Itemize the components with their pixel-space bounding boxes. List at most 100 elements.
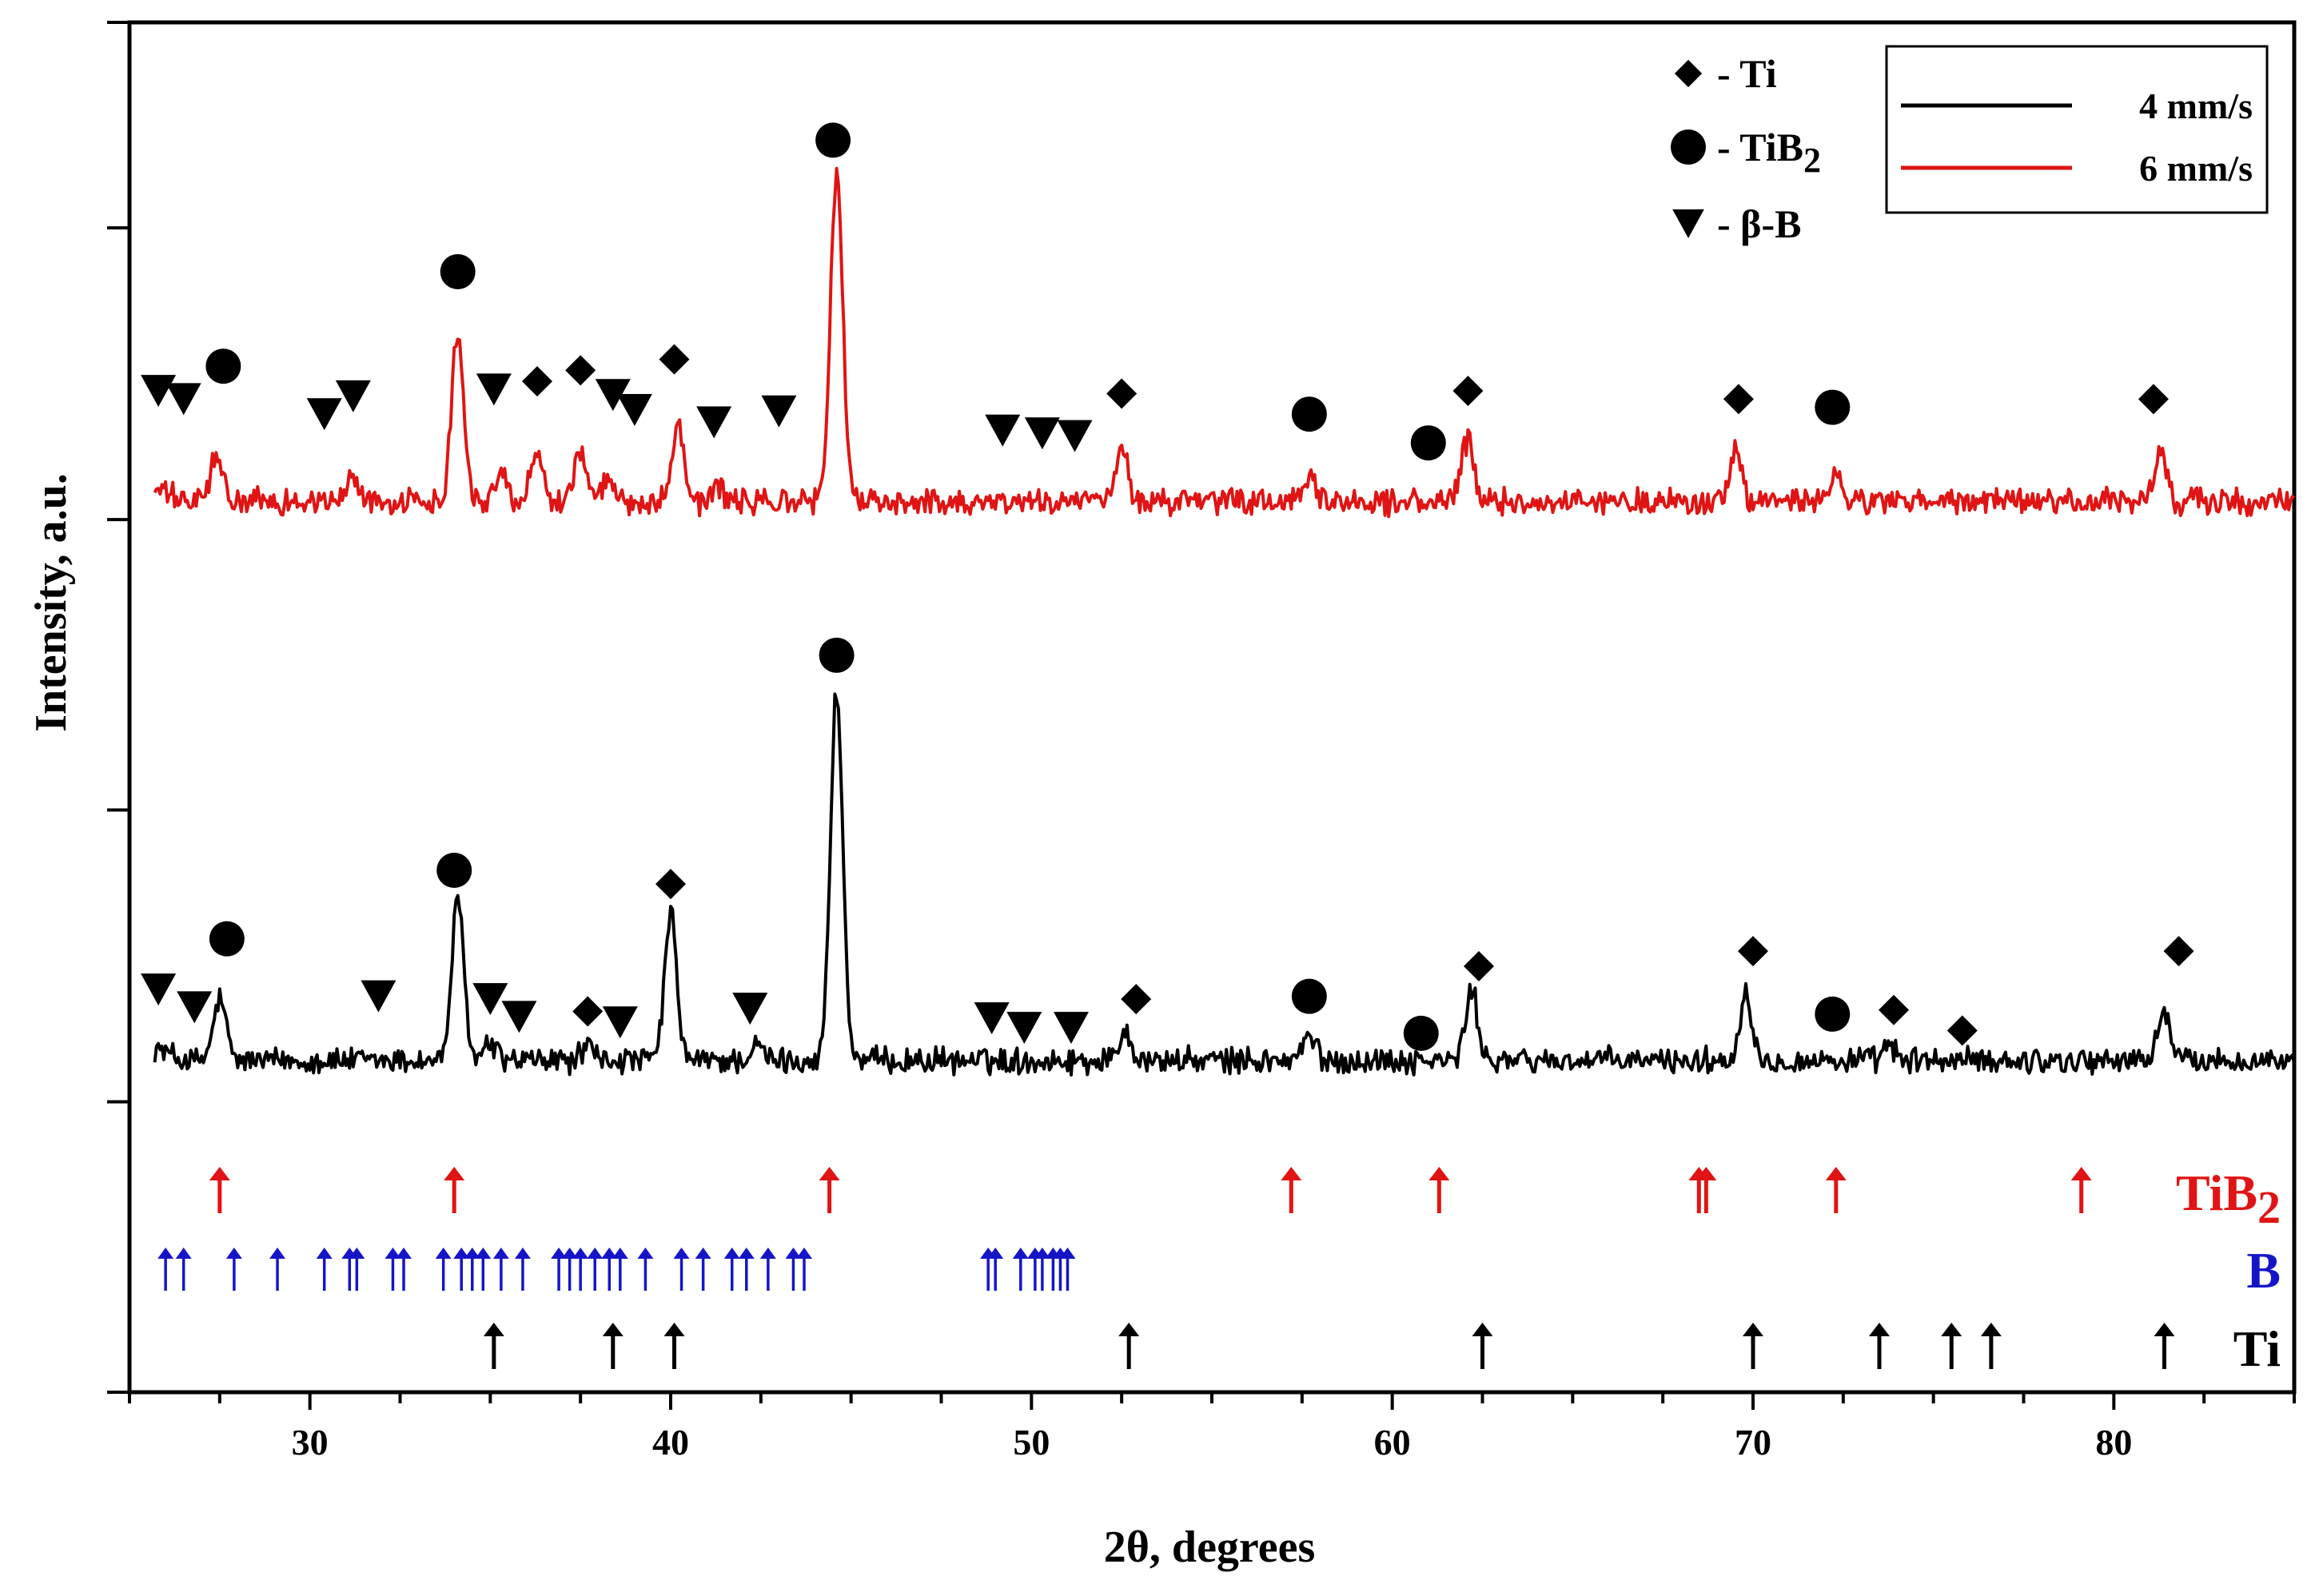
- arrow-head: [1980, 1323, 2002, 1336]
- arrow-head: [1472, 1323, 1493, 1336]
- beta-b-marker: [732, 993, 768, 1025]
- ti-marker: [522, 366, 553, 397]
- arrow-head: [1059, 1248, 1076, 1259]
- arrow-head: [1825, 1167, 1847, 1180]
- arrow-head: [1012, 1248, 1029, 1259]
- tib2-ref-arrow: [1281, 1167, 1302, 1213]
- arrow-head: [444, 1167, 465, 1180]
- ti-marker: [1879, 994, 1910, 1025]
- arrow-head: [819, 1167, 840, 1180]
- ti-marker: [1463, 950, 1494, 981]
- arrow-head: [453, 1248, 470, 1259]
- b-ref-arrow: [601, 1248, 618, 1291]
- tib2-ref-arrow: [819, 1167, 840, 1213]
- b-ref-arrow: [673, 1248, 690, 1291]
- b-ref-arrow: [759, 1248, 776, 1291]
- marker-legend-symbol: [1674, 59, 1703, 88]
- ti-ref-arrow: [483, 1323, 504, 1369]
- ti-marker: [659, 344, 690, 375]
- arrow-head: [1868, 1323, 1890, 1336]
- arrow-head: [723, 1248, 740, 1259]
- arrow-head: [738, 1248, 755, 1259]
- marker-legend-text: - β-B: [1717, 201, 1802, 246]
- b-ref-arrow: [225, 1248, 242, 1291]
- arrow-head: [1695, 1167, 1717, 1180]
- tib2-ref-arrow: [209, 1167, 230, 1213]
- b-ref-arrow: [175, 1248, 192, 1291]
- tib2-marker: [1291, 396, 1327, 432]
- x-tick-label: 80: [2095, 1422, 2132, 1463]
- phase-markers: [141, 122, 2194, 1051]
- beta-b-marker: [306, 398, 342, 431]
- ti-marker: [655, 869, 686, 900]
- ti-marker: [1946, 1015, 1978, 1046]
- tib2-marker: [819, 637, 855, 673]
- arrow-head: [587, 1248, 604, 1259]
- arrow-head: [673, 1248, 690, 1259]
- arrow-head: [551, 1248, 568, 1259]
- beta-b-marker: [974, 1002, 1010, 1035]
- beta-b-marker: [165, 383, 201, 416]
- b-ref-arrow: [612, 1248, 628, 1291]
- b-ref-arrow: [695, 1248, 711, 1291]
- arrow-head: [464, 1248, 480, 1259]
- arrow-head: [785, 1248, 802, 1259]
- b-ref-arrow: [1034, 1248, 1050, 1291]
- b-ref-arrow: [453, 1248, 470, 1291]
- arrow-head: [1281, 1167, 1302, 1180]
- b-ref-arrow: [1059, 1248, 1076, 1291]
- ti-ref-arrow: [602, 1323, 624, 1369]
- beta-b-marker: [985, 414, 1021, 447]
- beta-b-marker: [696, 406, 732, 439]
- marker-legend-text: - TiB2: [1717, 125, 1821, 180]
- tib2-ref-arrow: [444, 1167, 465, 1213]
- arrow-head: [157, 1248, 174, 1259]
- beta-b-marker: [177, 991, 213, 1024]
- arrow-head: [483, 1323, 504, 1336]
- b-ref-arrow: [551, 1248, 568, 1291]
- b-ref-arrow: [637, 1248, 654, 1291]
- b-ref-arrow: [738, 1248, 755, 1291]
- b-ref-arrow: [514, 1248, 531, 1291]
- beta-b-marker: [602, 1006, 638, 1039]
- arrow-head: [602, 1323, 624, 1336]
- arrow-head: [514, 1248, 531, 1259]
- arrow-head: [601, 1248, 618, 1259]
- beta-b-marker: [595, 379, 631, 412]
- arrow-head: [396, 1248, 412, 1259]
- legend-box: [1885, 45, 2269, 214]
- b-ref-arrow: [385, 1248, 401, 1291]
- ti-ref-arrow: [1118, 1323, 1140, 1369]
- tib2-marker: [205, 348, 241, 384]
- legend-label: 4 mm/s: [2139, 86, 2253, 126]
- ref-label-main: TiB: [2176, 1164, 2257, 1221]
- arrow-head: [435, 1248, 452, 1259]
- arrow-head: [1034, 1248, 1050, 1259]
- beta-b-marker: [476, 373, 512, 406]
- arrow-head: [385, 1248, 401, 1259]
- ref-label-main: Ti: [2233, 1320, 2281, 1377]
- ti-marker: [1121, 984, 1152, 1015]
- b-ref-arrow: [572, 1248, 589, 1291]
- arrow-head: [1428, 1167, 1450, 1180]
- ti-marker: [565, 355, 596, 386]
- tib2-marker: [440, 253, 476, 289]
- ti-ref-arrow: [2154, 1323, 2175, 1369]
- reference-rows: TiB2 B Ti: [157, 1164, 2281, 1377]
- beta-b-marker: [472, 983, 508, 1016]
- arrow-head: [572, 1248, 589, 1259]
- marker-legend-label: - β-B: [1717, 201, 1802, 246]
- beta-b-marker: [501, 1001, 537, 1033]
- tib2-marker: [1815, 996, 1851, 1032]
- arrow-head: [612, 1248, 628, 1259]
- tick-marks: [107, 21, 2296, 1410]
- tib2-marker: [1291, 978, 1327, 1014]
- arrow-head: [175, 1248, 192, 1259]
- b-ref-arrow: [157, 1248, 174, 1291]
- legend-label: 6 mm/s: [2139, 148, 2253, 189]
- beta-b-marker: [616, 394, 652, 427]
- b-ref-arrow: [723, 1248, 740, 1291]
- b-ref-arrow: [795, 1248, 812, 1291]
- tick-labels: 30 40 50 60 70 80: [292, 1422, 2133, 1463]
- ti-ref-arrow: [1941, 1323, 1962, 1369]
